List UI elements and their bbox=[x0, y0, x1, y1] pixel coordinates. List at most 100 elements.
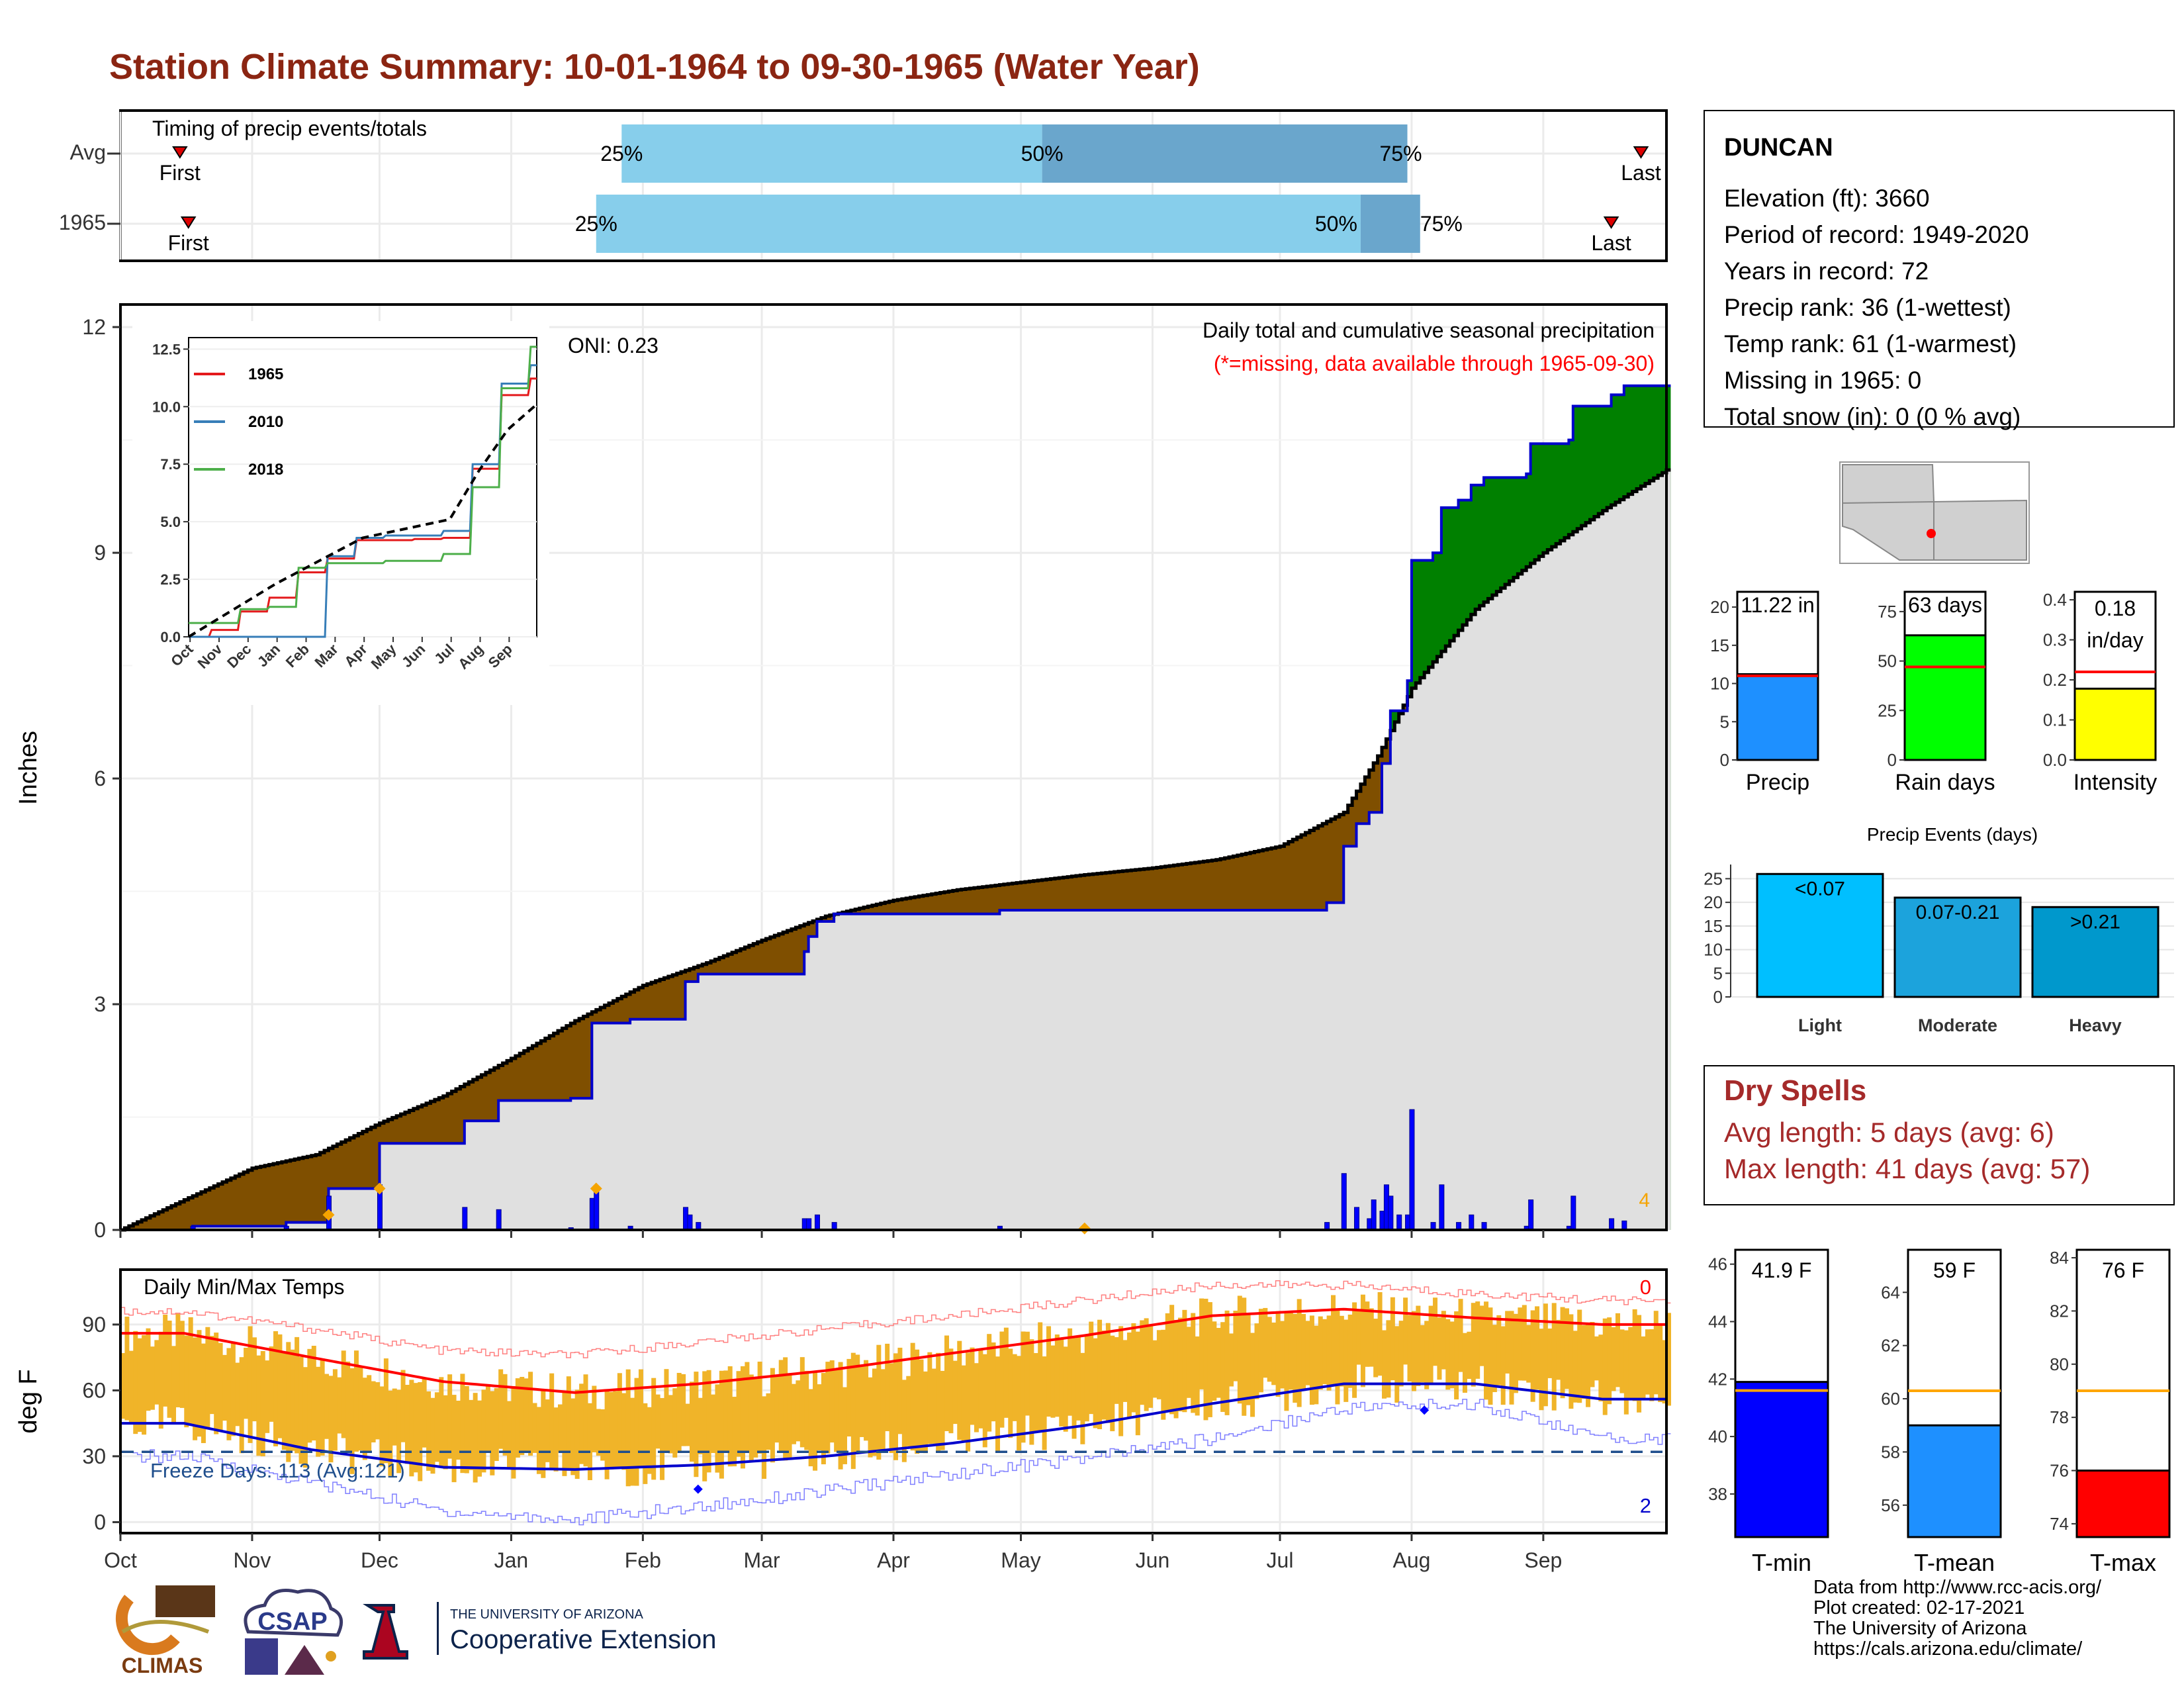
daily-temp-bar bbox=[1615, 1313, 1620, 1387]
temp-summary-tick-label: 84 bbox=[2050, 1248, 2069, 1268]
record-low-count: 2 bbox=[1640, 1494, 1651, 1517]
daily-temp-bar bbox=[672, 1388, 678, 1458]
temp-summary-tick-label: 62 bbox=[1881, 1336, 1900, 1356]
daily-temp-bar bbox=[799, 1357, 805, 1448]
station-name: DUNCAN bbox=[1724, 134, 1833, 162]
daily-temp-bar bbox=[604, 1390, 610, 1479]
mini-value-label: 63 days bbox=[1908, 593, 1982, 617]
record-max-line bbox=[120, 1280, 1671, 1358]
daily-temp-bar bbox=[197, 1330, 202, 1437]
daily-temp-bar bbox=[163, 1315, 168, 1407]
daily-temp-bar bbox=[706, 1370, 711, 1473]
daily-temp-bar bbox=[817, 1384, 822, 1451]
daily-precip-bar bbox=[1439, 1184, 1445, 1231]
common-area bbox=[120, 470, 1671, 1230]
daily-precip-bar bbox=[814, 1214, 820, 1231]
daily-temp-bar bbox=[1101, 1330, 1107, 1420]
daily-temp-bar bbox=[889, 1363, 894, 1454]
first-label: First bbox=[159, 161, 201, 185]
daily-temp-bar bbox=[915, 1349, 920, 1454]
daily-temp-bar bbox=[859, 1366, 864, 1437]
mini-tick-label: 0 bbox=[1888, 750, 1897, 770]
daily-temp-bar bbox=[901, 1380, 907, 1462]
event-category-label: Moderate bbox=[1918, 1015, 1997, 1035]
daily-temp-bar bbox=[647, 1407, 652, 1474]
daily-temp-bar bbox=[1093, 1338, 1098, 1429]
mini-tick-label: 0.1 bbox=[2043, 710, 2067, 730]
daily-temp-bar bbox=[808, 1389, 813, 1467]
daily-temp-bar bbox=[209, 1336, 214, 1415]
daily-temp-bar bbox=[1577, 1309, 1582, 1403]
daily-temp-bar bbox=[991, 1342, 996, 1422]
daily-temp-bar bbox=[762, 1396, 767, 1479]
inset-legend-label: 2018 bbox=[248, 461, 283, 479]
daily-temp-bar bbox=[1301, 1313, 1306, 1391]
precip-y-tick-label: 12 bbox=[82, 315, 106, 339]
daily-temp-bar bbox=[868, 1377, 873, 1458]
daily-temp-bar bbox=[439, 1377, 444, 1467]
daily-temp-bar bbox=[1228, 1333, 1234, 1387]
daily-temp-bar bbox=[1029, 1339, 1034, 1445]
event-bar-label: <0.07 bbox=[1795, 878, 1845, 900]
station-info-box: DUNCAN Elevation (ft): 3660 Period of re… bbox=[1704, 110, 2175, 430]
daily-temp-bar bbox=[1220, 1322, 1226, 1412]
daily-temp-bar bbox=[1343, 1319, 1349, 1402]
daily-temp-bar bbox=[1331, 1295, 1336, 1386]
daily-temp-bar bbox=[1653, 1311, 1659, 1395]
daily-temp-bar bbox=[1126, 1332, 1132, 1418]
daily-precip-bar bbox=[1570, 1196, 1576, 1231]
daily-temp-bar bbox=[1224, 1310, 1230, 1415]
daily-temp-bar bbox=[1662, 1340, 1667, 1404]
daily-temp-bar bbox=[1407, 1315, 1412, 1382]
daily-temp-bar bbox=[583, 1374, 588, 1467]
temp-content bbox=[120, 1280, 1671, 1526]
temp-title: Daily Min/Max Temps bbox=[144, 1275, 344, 1299]
daily-temp-bar bbox=[1377, 1292, 1383, 1376]
mini-value-unit: in/day bbox=[2087, 628, 2143, 652]
daily-temp-bar bbox=[1050, 1345, 1056, 1418]
x-month-label: Aug bbox=[1392, 1548, 1430, 1572]
oni-label: ONI: 0.23 bbox=[568, 334, 659, 357]
daily-temp-bar bbox=[128, 1350, 134, 1424]
daily-temp-bar bbox=[1500, 1326, 1506, 1405]
daily-temp-bar bbox=[957, 1340, 962, 1440]
daily-temp-bar bbox=[260, 1350, 265, 1456]
daily-temp-bar bbox=[188, 1317, 193, 1425]
temp-summary-value: 59 F bbox=[1933, 1258, 1976, 1282]
daily-temp-bar bbox=[1390, 1297, 1395, 1381]
daily-temp-bar bbox=[1428, 1305, 1433, 1384]
event-bar-Heavy bbox=[2031, 906, 2160, 998]
dry-spells-max: Max length: 41 days (avg: 57) bbox=[1724, 1153, 2090, 1184]
daily-temp-bar bbox=[434, 1392, 439, 1462]
daily-temp-bar bbox=[634, 1378, 639, 1486]
daily-precip-bar bbox=[1354, 1207, 1360, 1231]
daily-temp-bar bbox=[1254, 1323, 1259, 1399]
daily-temp-bar bbox=[1496, 1315, 1502, 1385]
footer-line-url: https://cals.arizona.edu/climate/ bbox=[1813, 1638, 2083, 1660]
daily-temp-bar bbox=[320, 1358, 325, 1456]
daily-temp-bar bbox=[1539, 1329, 1544, 1411]
daily-temp-bar bbox=[158, 1331, 163, 1429]
daily-temp-bar bbox=[302, 1367, 308, 1468]
temp-summary-tick-label: 64 bbox=[1881, 1282, 1900, 1302]
daily-temp-bar bbox=[341, 1350, 346, 1438]
daily-precip-bar bbox=[1341, 1173, 1347, 1231]
events-tick-label: 25 bbox=[1704, 868, 1723, 888]
daily-temp-bar bbox=[562, 1391, 567, 1476]
daily-temp-bar bbox=[244, 1347, 249, 1419]
daily-temp-bar bbox=[570, 1398, 576, 1476]
daily-temp-bar bbox=[502, 1374, 508, 1456]
daily-temp-bar bbox=[1437, 1317, 1442, 1380]
temp-summary-bar-T-mean bbox=[1907, 1424, 2002, 1538]
daily-temp-bar bbox=[970, 1347, 975, 1425]
daily-temp-bar bbox=[838, 1362, 843, 1470]
daily-temp-bar bbox=[379, 1386, 385, 1467]
daily-temp-bar bbox=[1658, 1325, 1663, 1403]
footer-line-source: Data from http://www.rcc-acis.org/ bbox=[1813, 1577, 2102, 1598]
daily-temp-bar bbox=[532, 1403, 537, 1453]
daily-temp-bar bbox=[978, 1348, 983, 1429]
daily-temp-bar bbox=[1365, 1301, 1370, 1367]
daily-temp-bar bbox=[1024, 1331, 1030, 1416]
daily-temp-bar bbox=[460, 1374, 465, 1474]
temp-summary-value: 41.9 F bbox=[1752, 1258, 1812, 1282]
